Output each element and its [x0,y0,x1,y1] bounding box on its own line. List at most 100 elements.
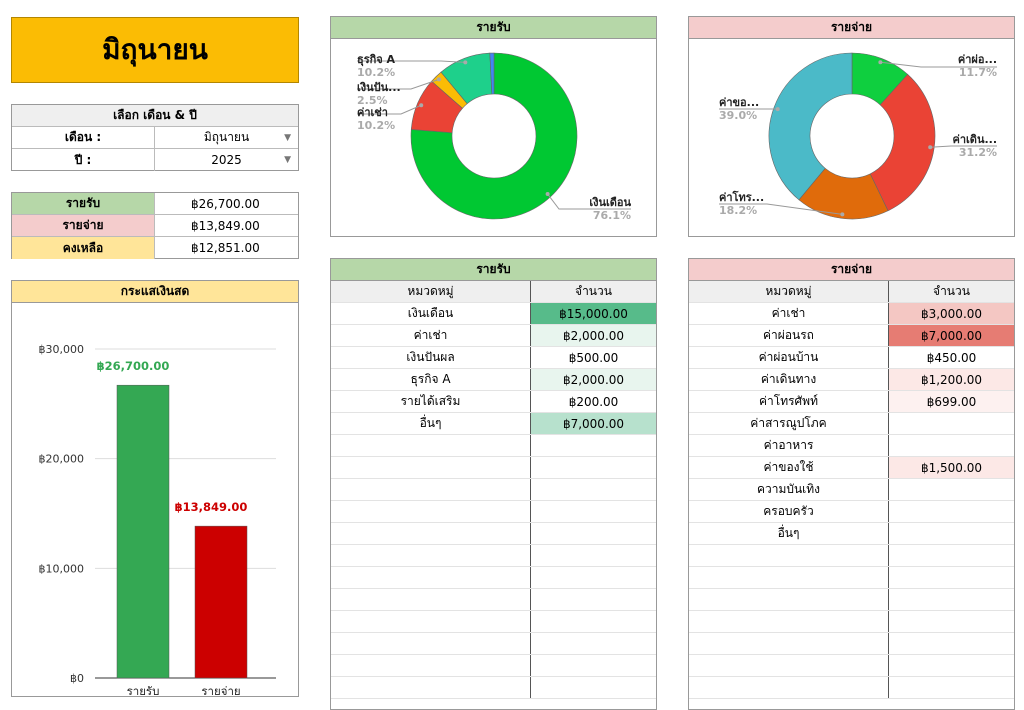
amount-cell[interactable] [889,655,1014,676]
bar [194,525,248,679]
year-dropdown[interactable]: 2025 ▼ [155,149,298,171]
amount-cell[interactable] [889,567,1014,588]
category-cell[interactable]: ค่าสารณูปโภค [689,413,889,434]
amount-cell[interactable] [889,611,1014,632]
expense-table: รายจ่าย หมวดหมู่ จำนวน ค่าเช่า ฿3,000.00 ค… [688,258,1015,710]
amount-cell[interactable]: ฿7,000.00 [531,413,656,434]
amount-cell[interactable] [889,501,1014,522]
category-cell[interactable]: ค่าของใช้ [689,457,889,478]
category-cell[interactable] [331,457,531,478]
leader-line [357,78,440,90]
category-cell[interactable]: ค่าเช่า [689,303,889,324]
pie-slice [768,52,853,201]
table-row [689,677,1014,699]
amount-cell[interactable] [889,479,1014,500]
income-table-header: รายรับ [331,259,656,281]
amount-cell[interactable] [531,589,656,610]
amount-cell[interactable] [889,545,1014,566]
amount-cell[interactable]: ฿7,000.00 [889,325,1014,346]
slice-percent: 10.2% [357,66,395,79]
category-cell[interactable]: ความบันเทิง [689,479,889,500]
category-cell[interactable] [331,435,531,456]
category-cell[interactable] [331,655,531,676]
category-cell[interactable] [331,589,531,610]
y-tick-label: ฿20,000 [39,453,85,466]
month-dropdown[interactable]: มิถุนายน ▼ [155,127,298,148]
amount-cell[interactable]: ฿2,000.00 [531,369,656,390]
category-cell[interactable]: อื่นๆ [331,413,531,434]
amount-cell[interactable] [531,655,656,676]
category-cell[interactable] [331,501,531,522]
category-cell[interactable] [689,677,889,698]
table-row [331,435,656,457]
amount-cell[interactable] [889,413,1014,434]
category-cell[interactable]: ธุรกิจ A [331,369,531,390]
amount-cell[interactable]: ฿15,000.00 [531,303,656,324]
amount-cell[interactable]: ฿1,500.00 [889,457,1014,478]
category-cell[interactable] [689,589,889,610]
amount-cell[interactable] [531,611,656,632]
category-cell[interactable] [331,523,531,544]
amount-cell[interactable] [531,501,656,522]
cashflow-bar-chart: ฿0 ฿10,000 ฿20,000 ฿30,000 ฿26,700.00 รายรับ ฿… [39,343,276,698]
amount-cell[interactable] [531,479,656,500]
amount-cell[interactable] [531,523,656,544]
amount-cell[interactable] [889,523,1014,544]
category-cell[interactable]: ค่าเช่า [331,325,531,346]
amount-cell[interactable]: ฿450.00 [889,347,1014,368]
leader-dot [545,192,550,197]
amount-cell[interactable]: ฿2,000.00 [531,325,656,346]
amount-cell[interactable] [531,545,656,566]
amount-cell[interactable]: ฿699.00 [889,391,1014,412]
pie-slice [869,73,936,212]
leader-dot [878,60,883,65]
category-cell[interactable] [331,479,531,500]
balance-summary-value: ฿12,851.00 [191,241,260,255]
table-row [331,523,656,545]
amount-cell[interactable] [531,567,656,588]
amount-cell[interactable]: ฿3,000.00 [889,303,1014,324]
amount-cell[interactable]: ฿200.00 [531,391,656,412]
category-cell[interactable]: ค่าอาหาร [689,435,889,456]
category-cell[interactable]: เงินปันผล [331,347,531,368]
slice-percent: 31.2% [959,146,997,159]
category-cell[interactable]: ครอบครัว [689,501,889,522]
category-cell[interactable] [689,545,889,566]
category-cell[interactable] [689,611,889,632]
category-cell[interactable]: ค่าโทรศัพท์ [689,391,889,412]
category-cell[interactable]: ค่าผ่อนรถ [689,325,889,346]
category-cell[interactable] [331,611,531,632]
leader-dot [463,60,468,65]
category-cell[interactable] [689,567,889,588]
category-cell[interactable] [689,633,889,654]
amount-cell[interactable] [531,435,656,456]
category-cell[interactable] [331,545,531,566]
amount-cell[interactable] [889,589,1014,610]
amount-cell[interactable]: ฿500.00 [531,347,656,368]
category-cell[interactable]: ค่าเดินทาง [689,369,889,390]
y-tick-label: ฿30,000 [39,343,85,356]
slice-label: ค่าขอ... [719,96,759,109]
category-cell[interactable] [331,633,531,654]
category-cell[interactable] [689,655,889,676]
category-cell[interactable]: ค่าผ่อนบ้าน [689,347,889,368]
amount-cell[interactable] [889,633,1014,654]
slice-label: ธุรกิจ A [357,53,396,67]
slice-percent: 39.0% [719,109,757,122]
category-cell[interactable] [331,567,531,588]
category-cell[interactable] [331,677,531,698]
category-cell[interactable]: อื่นๆ [689,523,889,544]
table-row: ค่าอาหาร [689,435,1014,457]
bar-data-label: ฿26,700.00 [97,359,170,373]
expense-summary-label: รายจ่าย [12,215,155,236]
income-table-head-row: หมวดหมู่ จำนวน [331,281,656,303]
table-row: อื่นๆ [689,523,1014,545]
category-cell[interactable]: รายได้เสริม [331,391,531,412]
amount-cell[interactable] [531,677,656,698]
amount-cell[interactable] [531,633,656,654]
category-cell[interactable]: เงินเดือน [331,303,531,324]
amount-cell[interactable] [889,677,1014,698]
amount-cell[interactable] [531,457,656,478]
amount-cell[interactable]: ฿1,200.00 [889,369,1014,390]
amount-cell[interactable] [889,435,1014,456]
